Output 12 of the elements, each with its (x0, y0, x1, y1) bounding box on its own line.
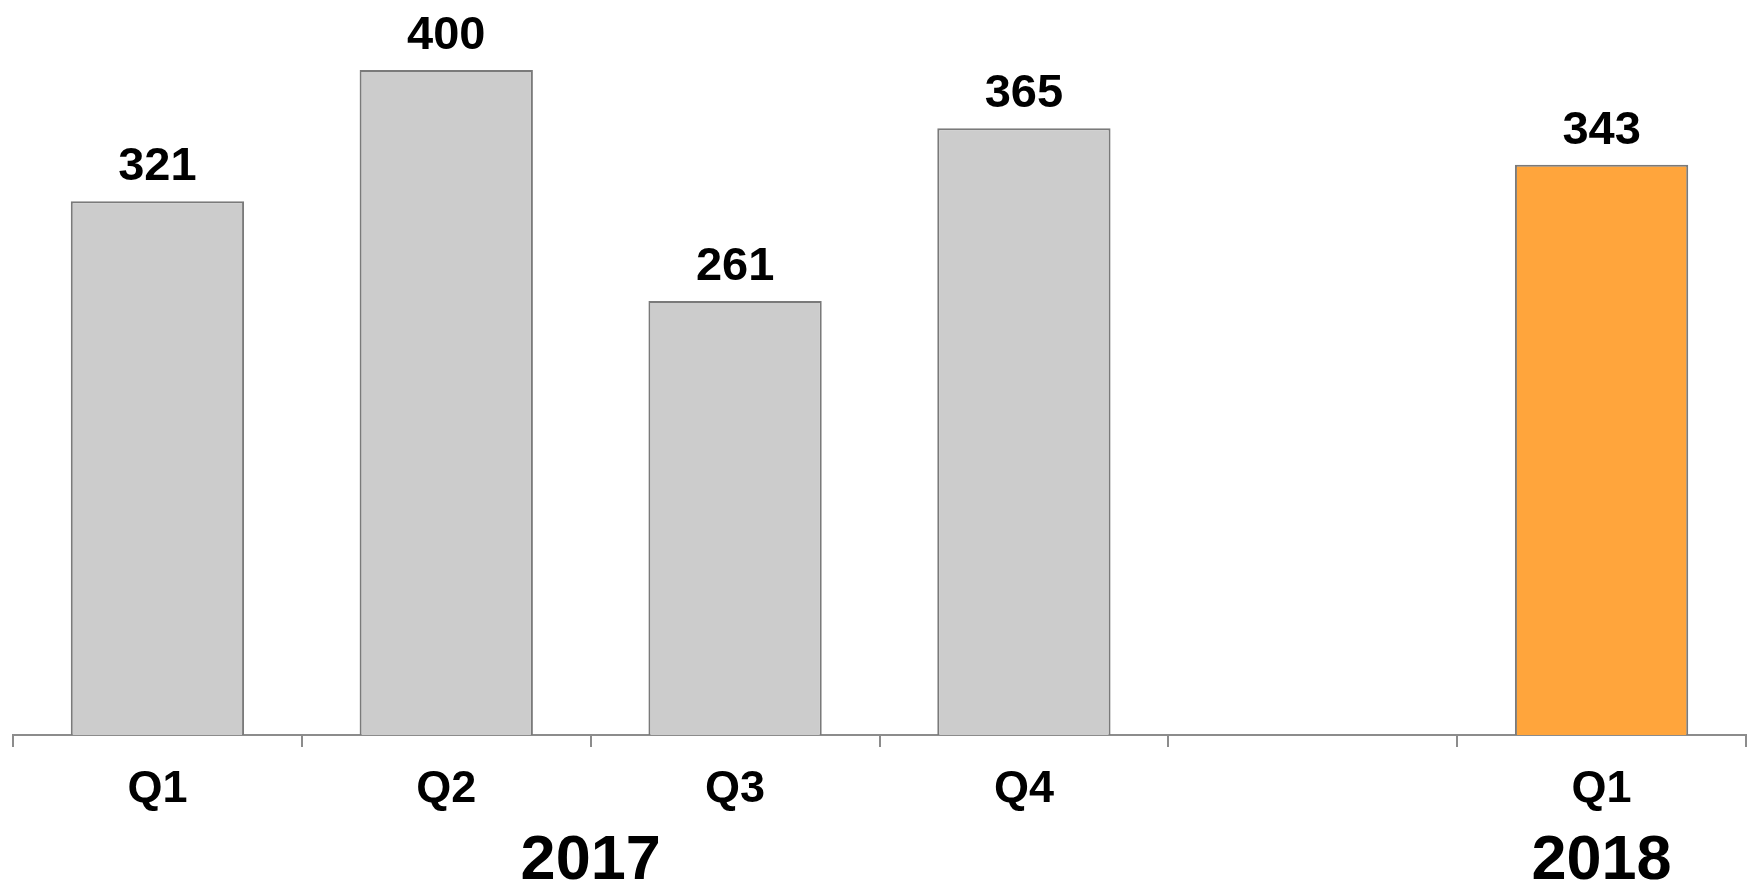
data-label: 261 (695, 237, 775, 291)
data-label: 321 (118, 137, 197, 191)
x-tick-label: Q3 (705, 761, 766, 813)
text: 2018 (1531, 822, 1672, 889)
x-tick-label: Q2 (416, 761, 477, 813)
data-label: 400 (407, 6, 486, 59)
x-tick-label: Q4 (993, 761, 1054, 813)
x-tick-label: Q1 (127, 761, 188, 813)
x-tick-label: Q1 (1571, 761, 1632, 813)
data-label: 365 (984, 64, 1064, 118)
text: 2017 (520, 822, 661, 889)
data-label: 343 (1562, 100, 1641, 154)
